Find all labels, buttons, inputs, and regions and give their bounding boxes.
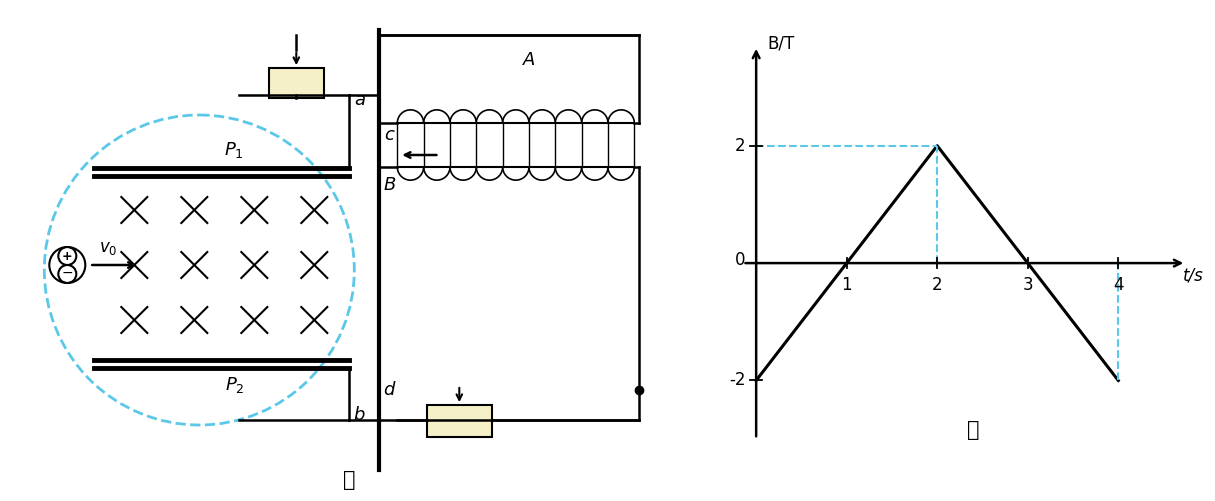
Text: -2: -2: [729, 371, 745, 389]
Text: +: +: [62, 250, 73, 264]
Text: c: c: [384, 126, 394, 144]
Text: t/s: t/s: [1183, 266, 1204, 284]
Text: 1: 1: [841, 276, 852, 294]
Text: 3: 3: [1023, 276, 1033, 294]
Text: B: B: [383, 176, 396, 194]
Text: B/T: B/T: [767, 34, 795, 52]
Text: a: a: [354, 91, 364, 109]
Text: b: b: [354, 406, 364, 424]
Text: A: A: [524, 51, 536, 69]
Text: −: −: [62, 266, 73, 280]
Text: $P_2$: $P_2$: [225, 375, 244, 395]
Text: $P_1$: $P_1$: [225, 140, 244, 160]
FancyBboxPatch shape: [270, 68, 324, 98]
FancyBboxPatch shape: [428, 405, 492, 437]
Text: 2: 2: [932, 276, 943, 294]
Text: 甲: 甲: [343, 470, 356, 490]
Text: 2: 2: [735, 137, 745, 155]
Text: 乙: 乙: [967, 420, 979, 440]
Text: 4: 4: [1113, 276, 1124, 294]
Text: 0: 0: [735, 251, 745, 269]
Text: $v_0$: $v_0$: [100, 239, 118, 257]
Text: d: d: [384, 381, 395, 399]
